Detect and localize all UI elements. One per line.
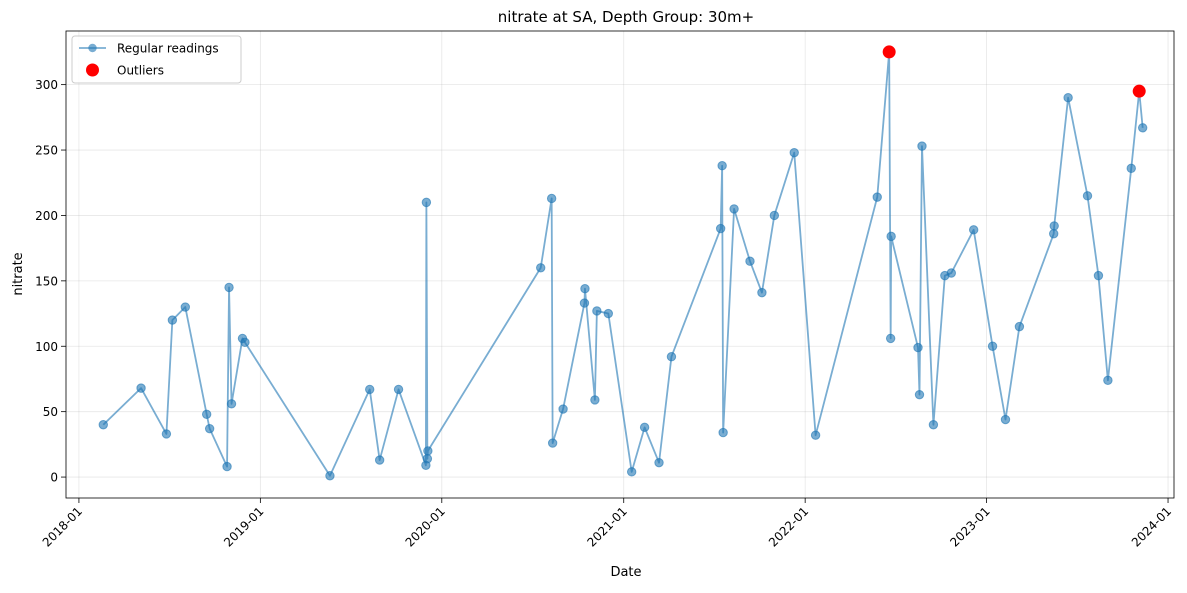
data-point-regular — [536, 263, 546, 273]
data-point-regular — [204, 423, 215, 434]
data-point-regular — [167, 315, 178, 325]
legend-marker-outliers — [86, 63, 99, 77]
data-point-regular — [422, 454, 433, 464]
y-tick-label: 100 — [35, 340, 58, 354]
y-tick-label: 50 — [43, 405, 58, 419]
data-point-regular — [222, 461, 232, 472]
data-point-regular — [374, 455, 385, 465]
data-point-regular — [546, 193, 557, 204]
data-point-regular — [1000, 414, 1011, 425]
data-point-regular — [224, 282, 234, 293]
data-point-regular — [914, 389, 925, 400]
data-point-regular — [639, 422, 650, 433]
data-point-regular — [592, 306, 602, 316]
axes: 2018-01 2019-01 2020-01 2021-01 2022-01 2023-… — [35, 30, 1175, 550]
data-point-regular — [717, 161, 727, 171]
data-point-regular — [325, 471, 335, 481]
data-point-regular — [987, 341, 998, 351]
data-point-regular — [1014, 321, 1025, 332]
legend-marker-regular — [88, 43, 97, 53]
x-tick-label: 2022-01 — [766, 504, 811, 549]
x-tick-label: 2021-01 — [584, 504, 629, 549]
data-point-regular — [180, 302, 191, 312]
data-point-regular — [715, 223, 726, 234]
data-point-regular — [1093, 270, 1104, 281]
data-point-regular — [928, 420, 939, 430]
data-point-regular — [226, 399, 237, 409]
data-point-regular — [580, 284, 590, 294]
data-point-regular — [718, 427, 728, 438]
data-point-regular — [547, 438, 558, 448]
data-point-regular — [1049, 221, 1059, 231]
grid-lines — [66, 31, 1174, 498]
data-point-outlier — [1132, 84, 1146, 98]
data-point-regular — [946, 268, 957, 278]
data-point-regular — [885, 333, 896, 344]
data-point-regular — [810, 430, 821, 440]
data-point-regular — [240, 337, 250, 348]
y-tick-label: 200 — [35, 209, 58, 223]
data-point-regular — [1103, 375, 1113, 385]
data-point-regular — [365, 384, 375, 395]
data-point-regular — [558, 404, 568, 414]
x-axis-label: Date — [610, 565, 641, 580]
x-tick-label: 2020-01 — [403, 504, 448, 549]
y-axis-label: nitrate — [11, 252, 26, 295]
x-tick-label: 2023-01 — [947, 504, 992, 549]
data-point-regular — [423, 446, 433, 456]
legend: Regular readings Outliers — [71, 35, 242, 84]
y-tick-label: 250 — [35, 144, 58, 158]
data-point-regular — [393, 384, 404, 395]
data-point-regular — [201, 409, 212, 419]
data-point-regular — [136, 383, 146, 393]
data-point-regular — [421, 197, 432, 208]
data-point-regular — [98, 420, 108, 430]
data-point-regular — [913, 342, 923, 353]
data-point-regular — [579, 298, 590, 308]
data-point-regular — [1082, 191, 1093, 201]
data-point-regular — [886, 231, 896, 242]
y-tick-label: 300 — [35, 78, 58, 92]
data-point-regular — [603, 308, 614, 319]
data-point-regular — [729, 204, 739, 214]
data-point-regular — [968, 225, 979, 235]
data-point-regular — [161, 429, 172, 439]
data-point-regular — [757, 287, 767, 298]
y-tick-label: 150 — [35, 274, 58, 288]
data-point-regular — [1063, 93, 1073, 103]
data-point-regular — [769, 210, 780, 221]
data-point-regular — [872, 192, 882, 202]
legend-box — [71, 35, 242, 84]
data-point-regular — [1137, 123, 1148, 133]
legend-label-outliers: Outliers — [117, 64, 164, 78]
data-point-regular — [745, 256, 755, 266]
data-point-regular — [666, 352, 677, 362]
legend-label-regular-readings: Regular readings — [117, 42, 219, 56]
data-point-outlier — [882, 45, 896, 59]
x-tick-label: 2019-01 — [221, 504, 266, 549]
data-point-regular — [590, 395, 600, 405]
data-point-regular — [626, 467, 637, 477]
x-tick-label: 2018-01 — [40, 504, 85, 549]
data-point-regular — [654, 457, 664, 468]
data-point-regular — [917, 141, 927, 151]
x-tick-label: 2024-01 — [1129, 504, 1174, 549]
y-tick-label: 0 — [50, 471, 58, 485]
plot-frame — [65, 30, 1175, 499]
series-layer — [98, 45, 1148, 481]
chart-title: nitrate at SA, Depth Group: 30m+ — [498, 8, 754, 26]
data-point-regular — [1049, 229, 1059, 239]
data-point-regular — [1126, 163, 1136, 174]
data-point-regular — [789, 147, 799, 158]
